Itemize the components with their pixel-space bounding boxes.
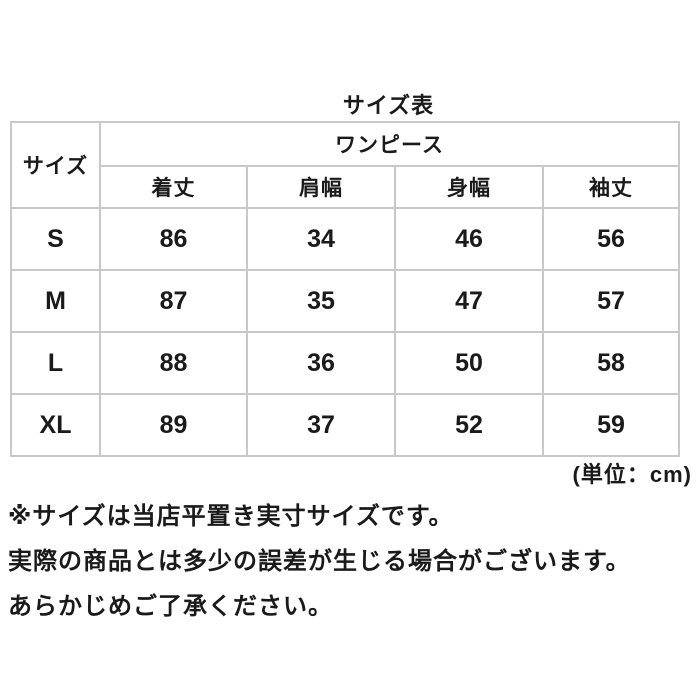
unit-note: (単位：cm): [572, 462, 692, 487]
value-cell: 35: [246, 269, 396, 333]
value-cell: 56: [541, 207, 681, 271]
disclaimer-notes: ※サイズは当店平置き実寸サイズです。 実際の商品とは多少の誤差が生じる場合がござ…: [8, 494, 631, 629]
note-line-measurement-method: ※サイズは当店平置き実寸サイズです。: [8, 503, 454, 530]
garment-group-header: ワンピース: [98, 121, 681, 167]
value-cell: 88: [99, 331, 248, 395]
value-cell: 86: [99, 207, 248, 271]
table-header-row-measures: 着丈 肩幅 身幅 袖丈: [11, 165, 681, 209]
value-cell: 57: [541, 269, 681, 333]
value-cell: 58: [541, 331, 681, 395]
table-row-m: M 87 35 47 57: [10, 269, 681, 333]
column-header-body-length: 着丈: [99, 165, 248, 209]
value-cell: 89: [99, 393, 248, 457]
value-cell: 50: [394, 331, 544, 395]
value-cell: 36: [246, 331, 396, 395]
value-cell: 87: [99, 269, 248, 333]
size-table: サイズ ワンピース 着丈 肩幅 身幅 袖丈 S 86 34 46 56 M 87…: [10, 121, 681, 457]
value-cell: 46: [394, 207, 544, 271]
table-row-s: S 86 34 46 56: [10, 207, 681, 271]
table-row-l: L 88 36 50 58: [10, 331, 681, 395]
column-header-body-width: 身幅: [394, 165, 544, 209]
size-label-cell: XL: [10, 393, 101, 457]
page-title: サイズ表: [342, 93, 435, 118]
note-line-acknowledgement: あらかじめご了承ください。: [8, 593, 333, 620]
value-cell: 47: [394, 269, 544, 333]
value-cell: 52: [394, 393, 544, 457]
table-header-row-group: サイズ ワンピース: [10, 121, 681, 209]
value-cell: 59: [541, 393, 681, 457]
table-row-xl: XL 89 37 52 59: [10, 393, 681, 457]
size-label-cell: M: [10, 269, 101, 333]
column-header-sleeve-length: 袖丈: [541, 165, 681, 209]
size-label-cell: L: [10, 331, 101, 395]
size-column-header: サイズ: [10, 121, 101, 209]
size-label-cell: S: [10, 207, 101, 271]
value-cell: 37: [246, 393, 396, 457]
value-cell: 34: [246, 207, 396, 271]
note-line-tolerance: 実際の商品とは多少の誤差が生じる場合がございます。: [8, 548, 631, 575]
column-header-shoulder-width: 肩幅: [246, 165, 396, 209]
